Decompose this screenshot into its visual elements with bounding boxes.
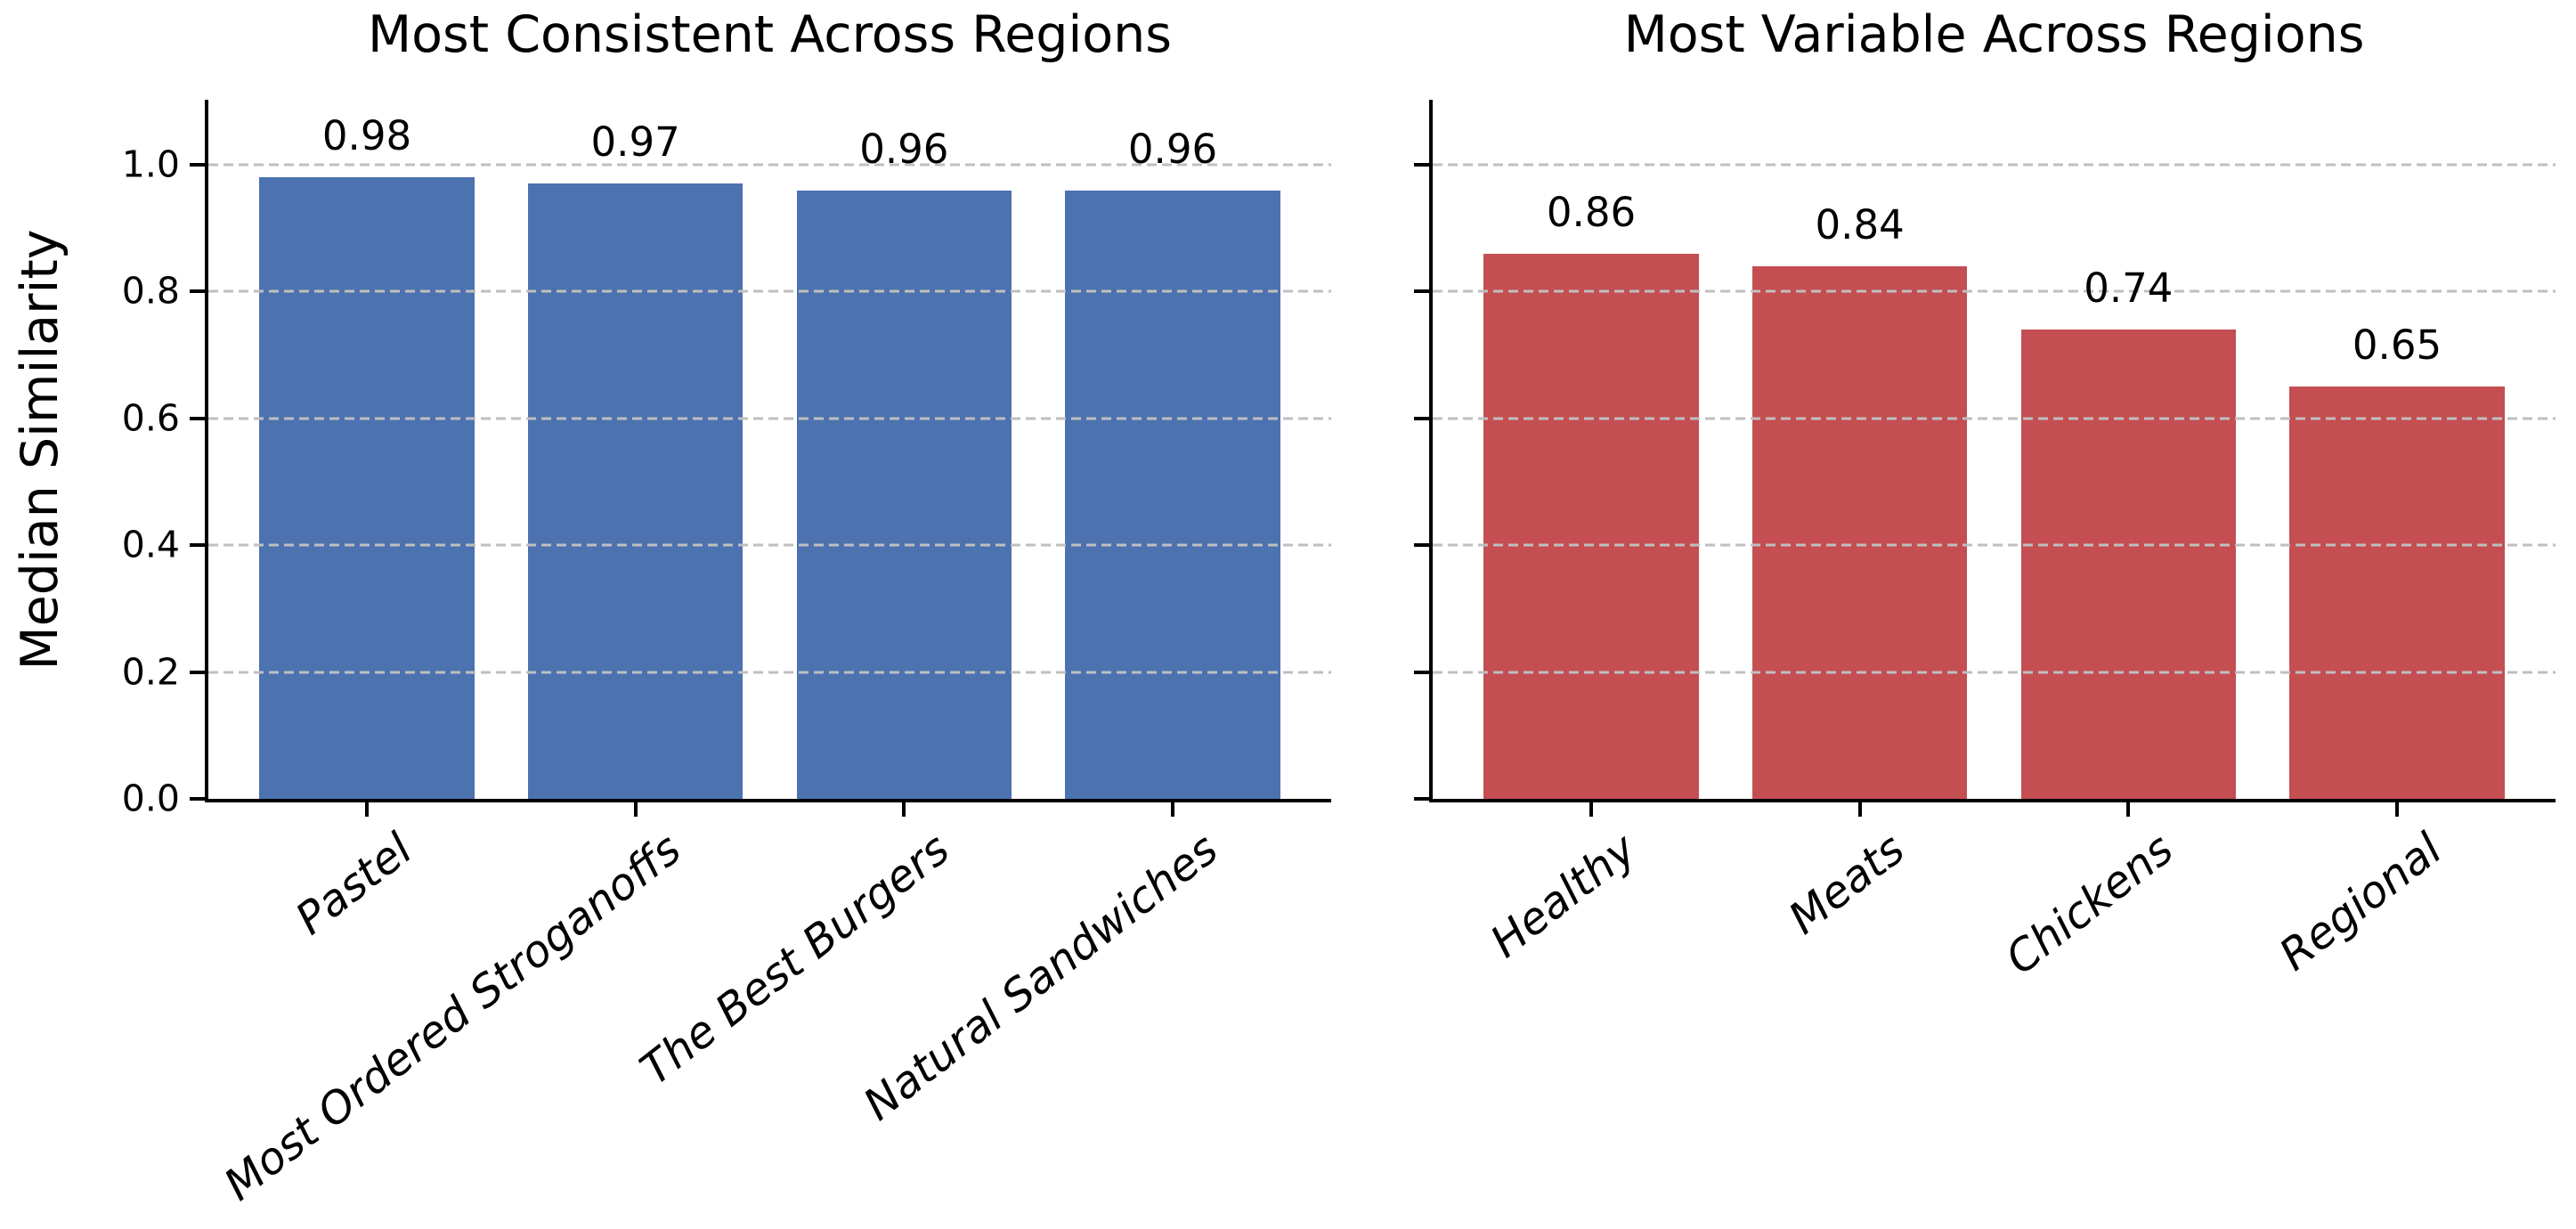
y-tick-mark	[1414, 797, 1429, 801]
y-tick-mark	[190, 289, 205, 294]
bar-the-best-burgers	[796, 190, 1012, 799]
y-tick-mark	[190, 163, 205, 167]
x-tick-mark	[1589, 802, 1593, 817]
x-tick-mark	[2126, 802, 2131, 817]
y-axis-label: Median Similarity	[11, 229, 69, 670]
gridline-y-1.0	[1433, 163, 2556, 167]
y-tick-mark	[1414, 670, 1429, 674]
bar-value-label: 0.84	[1815, 200, 1905, 248]
bar-value-label: 0.96	[1127, 125, 1218, 173]
gridline-y-0.2	[208, 671, 1331, 674]
bar-value-label: 0.74	[2084, 265, 2174, 313]
y-tick-mark	[1414, 163, 1429, 167]
y-tick-label: 0.4	[121, 523, 180, 566]
y-tick-label: 0.0	[121, 777, 180, 820]
left-chart-title: Most Consistent Across Regions	[368, 5, 1172, 64]
gridline-y-0.4	[1433, 543, 2556, 547]
y-tick-label: 0.8	[121, 269, 180, 313]
y-tick-mark	[190, 797, 205, 801]
x-tick-label-regional: Regional	[2270, 823, 2452, 981]
x-tick-label-most-ordered-stroganoffs: Most Ordered Stroganoffs	[215, 823, 690, 1211]
bar-regional	[2289, 387, 2505, 799]
y-tick-mark	[1414, 416, 1429, 420]
left-subplot-most-consistent: Most Consistent Across Regions Median Si…	[11, 7, 1331, 1210]
bar-value-label: 0.86	[1546, 188, 1637, 236]
bar-most-ordered-stroganoffs	[527, 183, 744, 799]
gridline-y-0.8	[208, 289, 1331, 293]
gridline-y-0.6	[1433, 417, 2556, 420]
x-tick-label-healthy: Healthy	[1481, 823, 1646, 968]
right-chart-title: Most Variable Across Regions	[1623, 5, 2365, 64]
bar-value-label: 0.96	[859, 125, 949, 173]
bar-meats	[1751, 265, 1968, 799]
y-tick-label: 1.0	[121, 142, 180, 186]
x-tick-mark	[1857, 802, 1862, 817]
gridline-y-0.8	[1433, 289, 2556, 293]
bar-healthy	[1483, 253, 1699, 799]
gridline-y-0.2	[1433, 671, 2556, 674]
x-tick-label-chickens: Chickens	[1996, 823, 2183, 985]
y-tick-label: 0.6	[121, 396, 180, 440]
right-subplot-most-variable: Most Variable Across Regions 0.86 Healthy…	[1414, 7, 2556, 985]
x-tick-mark	[2395, 802, 2399, 817]
y-tick-mark	[1414, 289, 1429, 294]
bar-value-label: 0.97	[590, 118, 680, 167]
x-tick-mark	[633, 802, 638, 817]
gridline-y-1.0	[208, 163, 1331, 167]
bar-value-label: 0.98	[321, 112, 412, 160]
x-tick-mark	[364, 802, 369, 817]
y-tick-label: 0.2	[121, 650, 180, 694]
y-tick-mark	[1414, 543, 1429, 548]
y-tick-mark	[190, 543, 205, 548]
x-tick-mark	[902, 802, 906, 817]
gridline-y-0.6	[208, 417, 1331, 420]
gridline-y-0.4	[208, 543, 1331, 547]
y-tick-mark	[190, 416, 205, 420]
bar-chickens	[2020, 330, 2236, 799]
x-tick-mark	[1171, 802, 1174, 817]
bar-natural-sandwiches	[1065, 190, 1280, 799]
bar-value-label: 0.65	[2352, 321, 2442, 370]
x-tick-label-meats: Meats	[1779, 823, 1914, 945]
y-tick-mark	[190, 670, 205, 674]
x-tick-label-pastel: Pastel	[286, 823, 422, 945]
bar-pastel	[259, 177, 475, 799]
